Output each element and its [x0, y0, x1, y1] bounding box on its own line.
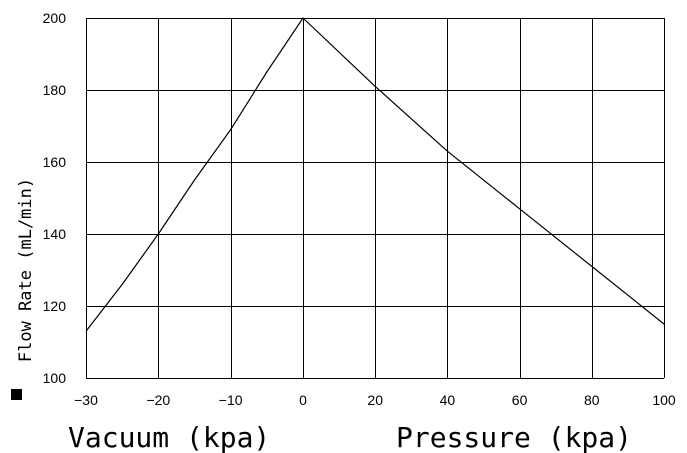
x-tick-label: −20 — [146, 392, 170, 408]
y-axis-marker — [11, 389, 22, 400]
y-axis-title: Flow Rate (mL/min) — [16, 178, 36, 362]
tick-labels: −30 −20 −10 0 20 40 60 80 100 100 120 140 160 180 200 — [43, 10, 676, 408]
series-layer — [85, 17, 665, 332]
x-tick-label: −10 — [219, 392, 243, 408]
y-tick-label: 100 — [43, 370, 67, 386]
y-tick-label: 120 — [43, 298, 67, 314]
y-tick-label: 180 — [43, 82, 67, 98]
y-tick-label: 160 — [43, 154, 67, 170]
x-axis-title-vacuum: Vacuum (kpa) — [68, 421, 270, 453]
x-tick-label: 60 — [512, 392, 528, 408]
x-axis-title-pressure: Pressure (kpa) — [396, 421, 632, 453]
y-tick-label: 140 — [43, 226, 67, 242]
x-tick-label: −30 — [74, 392, 98, 408]
x-tick-label: 0 — [299, 392, 307, 408]
y-tick-label: 200 — [43, 10, 67, 26]
series-line-0 — [85, 17, 665, 332]
x-tick-label: 40 — [440, 392, 456, 408]
x-tick-label: 80 — [584, 392, 600, 408]
x-tick-label: 100 — [652, 392, 676, 408]
x-tick-label: 20 — [367, 392, 383, 408]
grid — [86, 18, 665, 379]
